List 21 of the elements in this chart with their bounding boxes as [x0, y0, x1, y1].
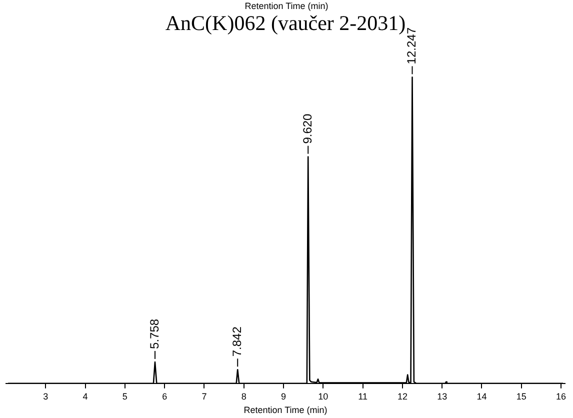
x-tick-label: 11: [358, 391, 368, 402]
text: Retention Time (min): [244, 0, 328, 11]
x-tick-label: 4: [82, 391, 88, 402]
chart-title: AnC(K)062 (vaučer 2-2031): [165, 11, 406, 36]
x-axis-title: Retention Time (min): [244, 405, 328, 416]
x-tick-label: 10: [318, 391, 328, 402]
annotation: 7.842: [230, 326, 244, 357]
x-tick-label: 13: [437, 391, 448, 402]
x-tick-label: 12: [397, 391, 408, 402]
x-tick-label: 8: [241, 391, 246, 402]
x-tick-label: 7: [202, 391, 207, 402]
x-tick-label: 15: [516, 391, 526, 402]
annotation: 12.247: [404, 27, 419, 64]
annotation: 9.620: [300, 113, 314, 144]
x-tick-label: 5: [122, 391, 128, 402]
x-tick-label: 14: [476, 391, 487, 402]
annotation: 5.758: [147, 318, 162, 349]
x-tick-label: 3: [43, 391, 48, 402]
x-tick-label: 9: [281, 391, 286, 402]
x-tick-label: 16: [556, 391, 566, 402]
x-tick-label: 6: [162, 391, 168, 402]
